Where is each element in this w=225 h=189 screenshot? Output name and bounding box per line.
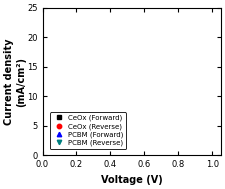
Legend: CeOx (Forward), CeOx (Reverse), PCBM (Forward), PCBM (Reverse): CeOx (Forward), CeOx (Reverse), PCBM (Fo…: [50, 112, 126, 149]
X-axis label: Voltage (V): Voltage (V): [101, 175, 162, 185]
Y-axis label: Current density
(mA/cm²): Current density (mA/cm²): [4, 38, 26, 125]
